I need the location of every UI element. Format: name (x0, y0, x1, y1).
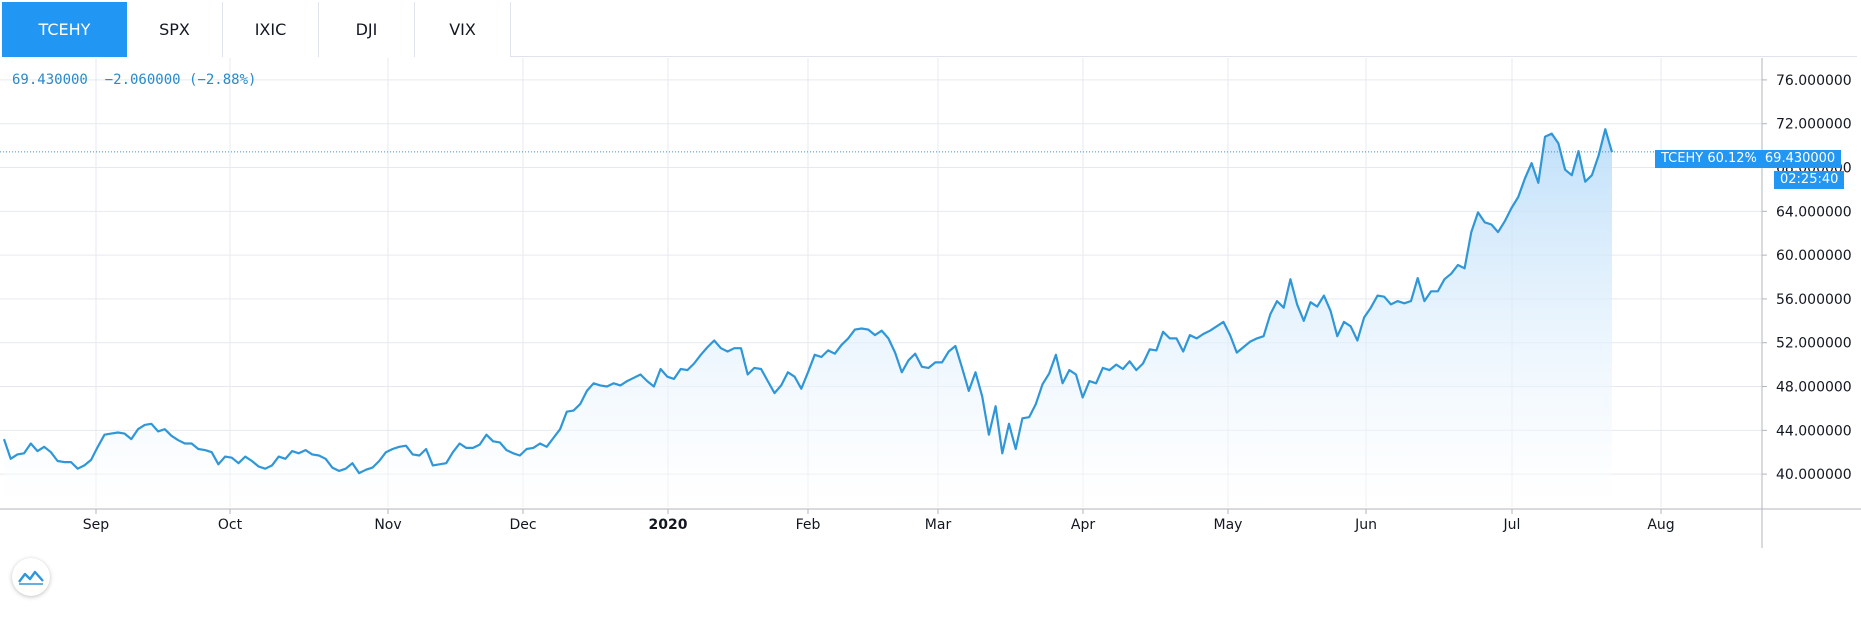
tab-vix[interactable]: VIX (415, 2, 511, 57)
price-line (2, 128, 1614, 475)
symbol-tabs: TCEHY SPX IXIC DJI VIX (2, 2, 1857, 57)
price-area-fill (4, 129, 1612, 507)
x-tick-label: 2020 (649, 517, 688, 533)
last-price-badge: TCEHY 60.12% 69.430000 (1655, 150, 1842, 168)
legend-change: −2.060000 (104, 72, 181, 88)
y-tick-label: 40.000000 (1776, 467, 1852, 483)
x-tick-label: Oct (218, 517, 243, 533)
badge-symbol: TCEHY (1661, 151, 1704, 166)
chart-grid (0, 58, 1762, 507)
y-tick-label: 44.000000 (1776, 423, 1852, 439)
y-tick-label: 56.000000 (1776, 292, 1852, 308)
x-tick-label: Apr (1071, 517, 1095, 533)
y-tick-label: 64.000000 (1776, 204, 1852, 220)
x-tick-label: Jul (1503, 517, 1521, 533)
time-axis[interactable]: Sep Oct Nov Dec 2020 Feb Mar Apr May Jun Jul Aug (83, 509, 1675, 533)
y-tick-label: 76.000000 (1776, 73, 1852, 89)
y-tick-label: 52.000000 (1776, 336, 1852, 352)
x-tick-label: Nov (374, 517, 401, 533)
tab-spx[interactable]: SPX (127, 2, 223, 57)
x-tick-label: Mar (925, 517, 952, 533)
badge-symbol-pct: TCEHY 60.12% (1661, 150, 1757, 168)
badge-value: 69.430000 (1764, 151, 1836, 166)
price-chart[interactable]: 40.000000 44.000000 48.000000 52.000000 56.0… (0, 58, 1861, 643)
tab-ixic[interactable]: IXIC (223, 2, 319, 57)
y-tick-label: 48.000000 (1776, 380, 1852, 396)
x-tick-label: Aug (1647, 517, 1674, 533)
y-tick-label: 60.000000 (1776, 248, 1852, 264)
x-tick-label: Jun (1354, 517, 1377, 533)
bar-countdown-badge: 02:25:40 (1774, 171, 1845, 189)
legend-change-pct: (−2.88%) (189, 72, 257, 88)
price-legend: 69.430000 −2.060000 (−2.88%) (12, 72, 256, 88)
tradingview-logo-icon[interactable] (12, 558, 50, 596)
tab-tcehy[interactable]: TCEHY (2, 2, 127, 57)
legend-price: 69.430000 (12, 72, 88, 88)
badge-pct: 60.12% (1707, 151, 1757, 166)
tab-dji[interactable]: DJI (319, 2, 415, 57)
y-tick-label: 72.000000 (1776, 117, 1852, 133)
x-tick-label: Dec (509, 517, 536, 533)
x-tick-label: Sep (83, 517, 110, 533)
x-tick-label: May (1214, 517, 1243, 533)
x-tick-label: Feb (796, 517, 821, 533)
logo-glyph-icon (18, 570, 44, 585)
